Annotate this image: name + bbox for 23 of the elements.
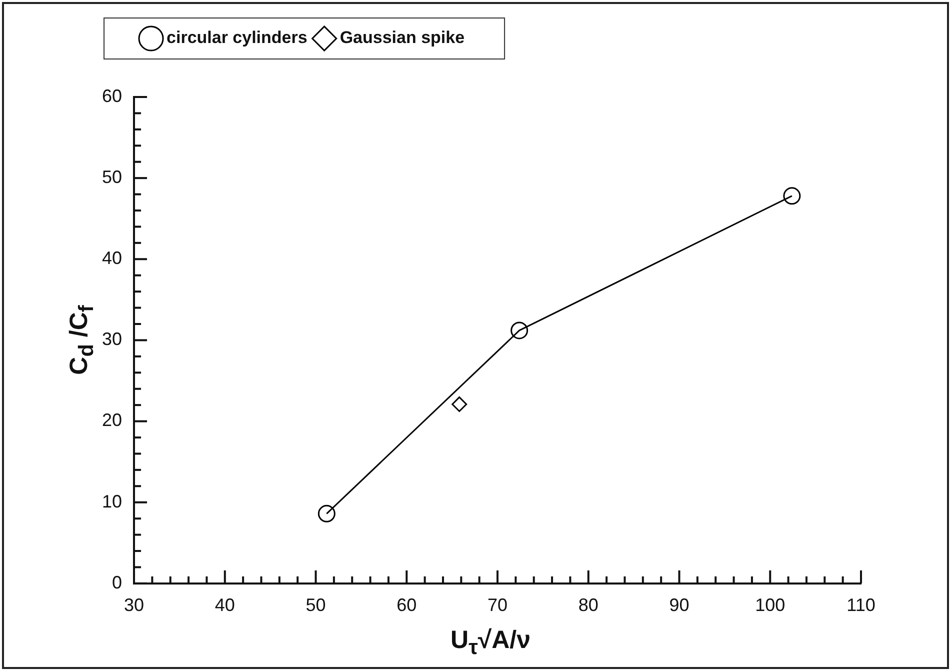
y-tick-label: 10 <box>102 491 122 512</box>
point <box>783 187 801 205</box>
y-tick-label: 30 <box>102 329 122 350</box>
point <box>452 396 468 412</box>
x-tick-label: 60 <box>396 595 417 616</box>
x-tick-label: 50 <box>306 595 326 616</box>
y-tick-label: 20 <box>102 410 122 430</box>
y-tick-label: 60 <box>102 86 122 106</box>
y-tick-label: 0 <box>112 572 122 592</box>
point <box>318 504 336 522</box>
x-tick-label: 30 <box>124 595 144 616</box>
legend-label: circular cylinders <box>166 28 308 48</box>
legend-label: Gaussian spike <box>340 28 465 48</box>
x-axis-title: U$_{τ}$√A/ν <box>450 626 532 660</box>
x-tick-label: 70 <box>487 595 508 616</box>
y-tick-label: 40 <box>102 248 122 268</box>
x-tick-label: 80 <box>578 595 598 616</box>
point <box>510 322 528 340</box>
x-tick-label: 90 <box>669 595 690 616</box>
x-tick-label: 100 <box>755 595 786 616</box>
y-tick-label: 50 <box>102 167 122 188</box>
x-tick-label: 40 <box>214 595 235 616</box>
x-tick-label: 110 <box>846 595 876 616</box>
